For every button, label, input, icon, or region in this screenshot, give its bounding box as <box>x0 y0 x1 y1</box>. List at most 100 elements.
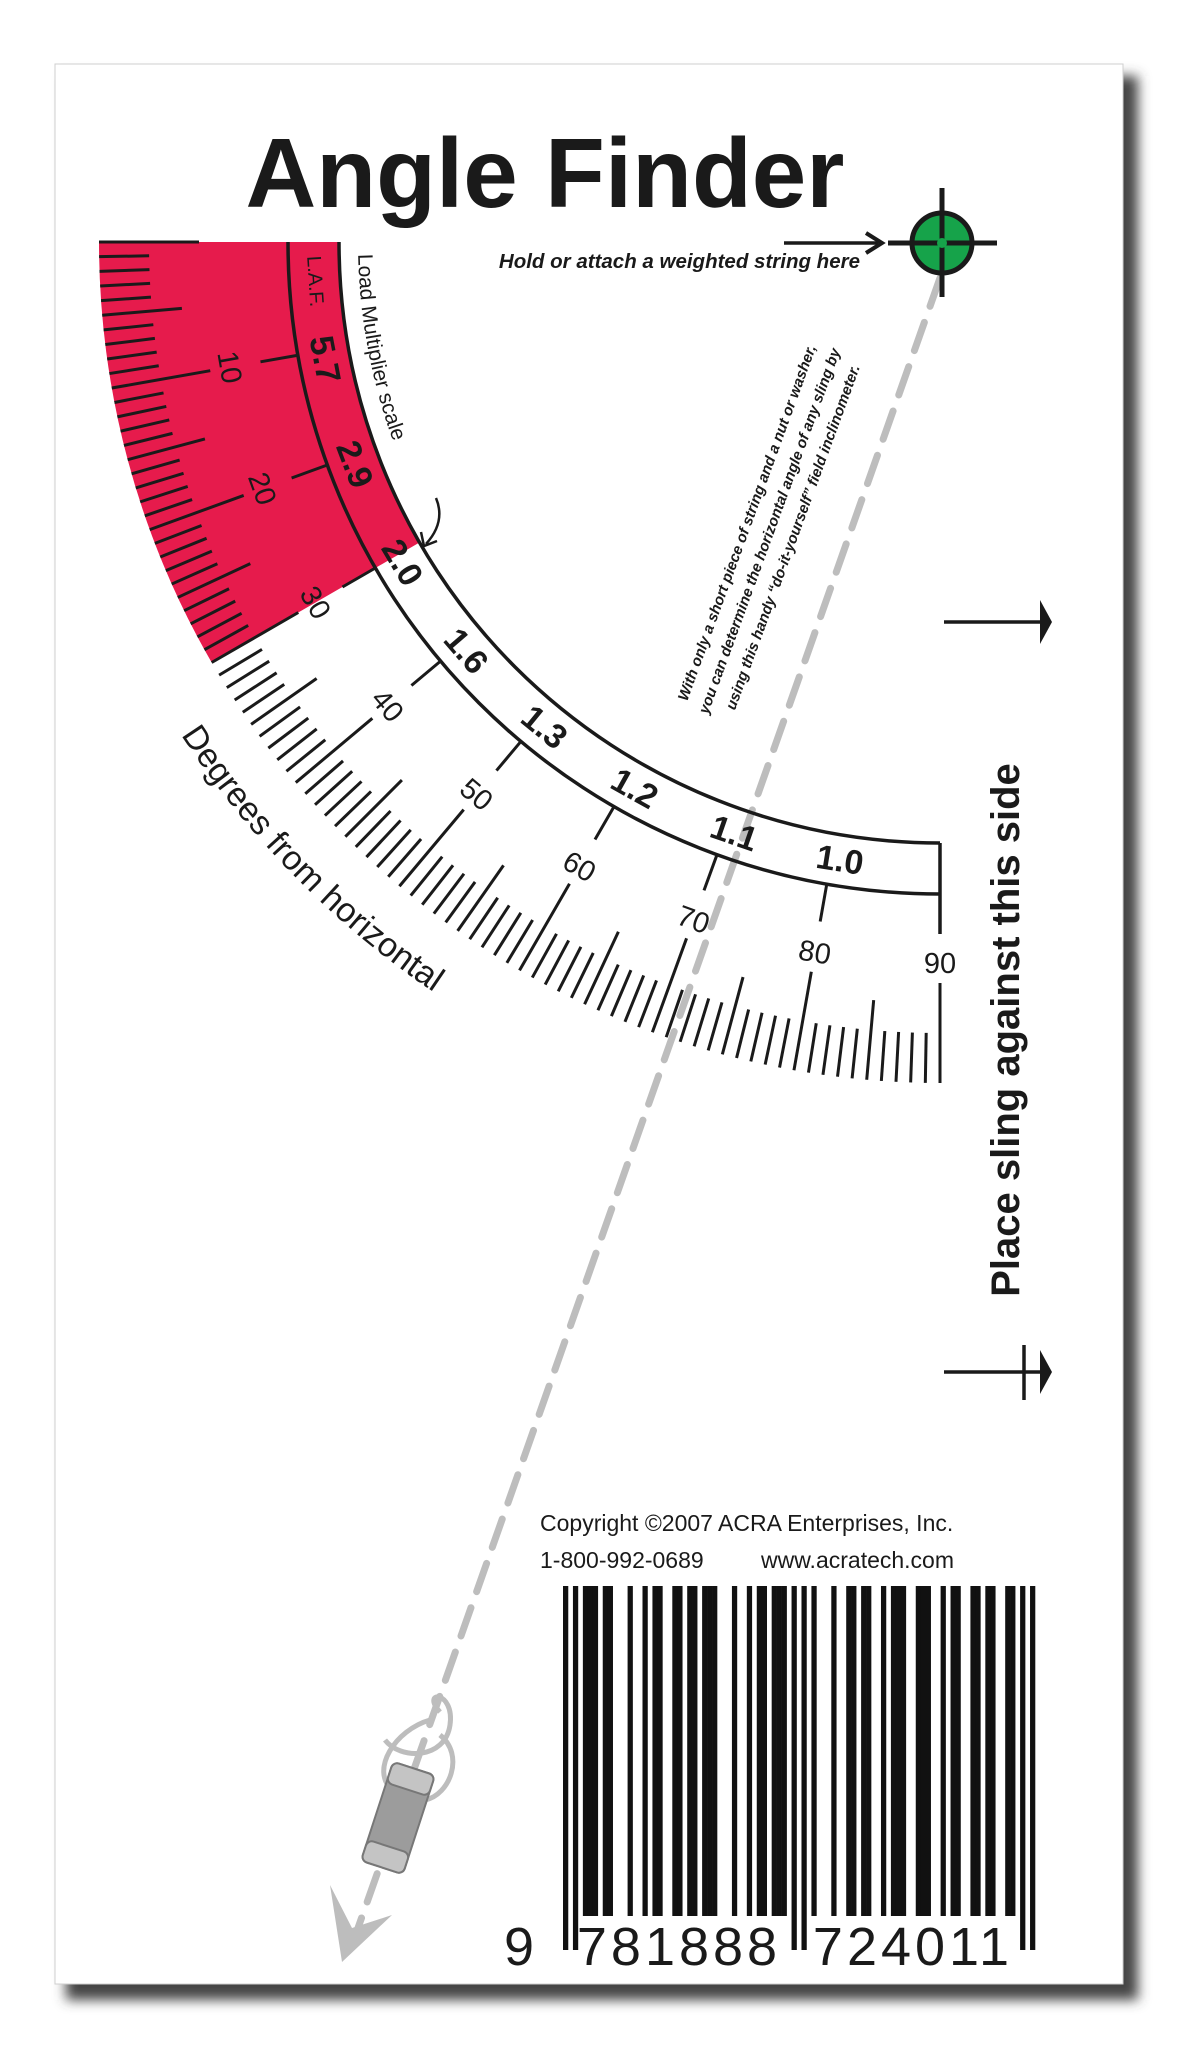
barcode-bar <box>607 1586 613 1916</box>
degree-tick <box>233 671 278 702</box>
degree-tick <box>135 471 185 490</box>
degree-tick <box>398 808 465 888</box>
phone-number: 1-800-992-0689 <box>540 1547 704 1573</box>
barcode-bar <box>731 1586 738 1916</box>
degree-tick <box>692 997 711 1047</box>
degree-tick <box>196 612 243 639</box>
barcode-bar <box>1020 1586 1026 1950</box>
barcode-bar <box>846 1586 852 1916</box>
barcode-bar <box>692 1586 698 1916</box>
barcode-bar <box>811 1586 817 1916</box>
degree-tick <box>569 952 595 999</box>
barcode-bar <box>702 1586 708 1916</box>
barcode-bar <box>831 1586 837 1916</box>
degree-tick <box>894 1031 901 1082</box>
degree-tick <box>114 391 164 404</box>
barcode-bar <box>915 1586 922 1916</box>
barcode-bar <box>861 1586 867 1916</box>
barcode-bar <box>776 1586 782 1916</box>
barcode-bar <box>712 1586 718 1916</box>
degree-tick <box>203 624 249 652</box>
barcode-bar <box>587 1586 594 1916</box>
barcode-bar <box>925 1586 931 1916</box>
degree-tick <box>99 268 150 273</box>
degree-tick <box>596 964 620 1011</box>
barcode-bar <box>1010 1586 1016 1916</box>
degree-tick <box>456 864 505 932</box>
curved-arrow-icon <box>419 497 441 548</box>
decade-tick <box>341 566 377 589</box>
degree-label: 80 <box>796 934 833 971</box>
degree-tick <box>806 1023 818 1073</box>
degree-tick <box>102 306 183 317</box>
degree-tick <box>294 717 374 784</box>
degree-tick <box>100 295 152 303</box>
degree-tick <box>106 350 157 361</box>
degree-tick <box>109 364 159 376</box>
decade-tick <box>818 883 829 922</box>
degree-tick <box>250 677 318 726</box>
degree-tick <box>778 1018 791 1068</box>
barcode-bar <box>707 1586 713 1916</box>
degree-tick <box>678 993 697 1043</box>
barcode-bar <box>627 1586 633 1916</box>
side-arrow-top-icon <box>944 600 1052 644</box>
barcode-bar <box>920 1586 926 1916</box>
barcode-bar <box>895 1586 902 1916</box>
degree-tick <box>763 1015 778 1065</box>
degree-tick <box>218 648 263 677</box>
degree-tick <box>468 896 499 941</box>
degree-tick <box>171 562 218 586</box>
degree-tick <box>276 727 318 761</box>
degree-tick <box>365 819 402 859</box>
degree-tick <box>123 431 173 447</box>
degree-tick <box>720 976 745 1055</box>
barcode-bar <box>890 1586 897 1916</box>
barcode-bar <box>866 1586 872 1916</box>
degree-tick <box>836 1026 846 1077</box>
degree-tick <box>821 1025 832 1076</box>
degree-tick <box>120 418 170 433</box>
degree-tick <box>159 536 208 559</box>
laf-value-label: 1.0 <box>813 838 866 883</box>
website-link: www.acratech.com <box>760 1547 954 1573</box>
barcode-bar <box>851 1586 857 1916</box>
barcode-left-digits: 781888 <box>577 1917 781 1977</box>
degree-label: 90 <box>924 948 956 980</box>
degree-tick <box>127 437 206 462</box>
barcode-bar <box>975 1586 981 1916</box>
degree-tick <box>354 809 392 849</box>
side-label: Place sling against this side <box>984 763 1028 1297</box>
decade-tick <box>495 740 523 772</box>
page-title: Angle Finder <box>246 118 845 228</box>
laf-value-label: 5.7 <box>302 333 348 387</box>
decade-tick <box>702 854 719 891</box>
degree-tick <box>210 611 300 664</box>
copyright-text: Copyright ©2007 ACRA Enterprises, Inc. <box>540 1510 953 1536</box>
barcode-bar <box>687 1586 693 1916</box>
laf-band-outer-line <box>286 241 941 896</box>
degree-tick <box>117 404 167 419</box>
degree-tick <box>865 999 876 1080</box>
degree-tick <box>879 1030 887 1082</box>
degree-tick <box>444 881 477 924</box>
barcode <box>563 1586 1036 1950</box>
degree-tick <box>909 1032 914 1083</box>
degree-tick <box>664 989 684 1038</box>
degree-tick <box>103 323 154 332</box>
laf-band-inner-line <box>337 241 941 845</box>
crosshair-target-icon <box>888 188 997 297</box>
barcode-bar <box>985 1586 991 1916</box>
degree-tick <box>650 937 688 1033</box>
degree-tick <box>144 498 193 518</box>
red-zone <box>99 242 420 663</box>
barcode-first-digit: 9 <box>504 1917 534 1977</box>
barcode-bar <box>990 1586 996 1916</box>
degree-tick <box>241 683 286 714</box>
degree-tick <box>850 1028 859 1079</box>
degree-tick <box>556 946 583 993</box>
barcode-bar <box>940 1586 946 1916</box>
degree-tick <box>583 931 620 1005</box>
degree-tick <box>637 979 658 1028</box>
